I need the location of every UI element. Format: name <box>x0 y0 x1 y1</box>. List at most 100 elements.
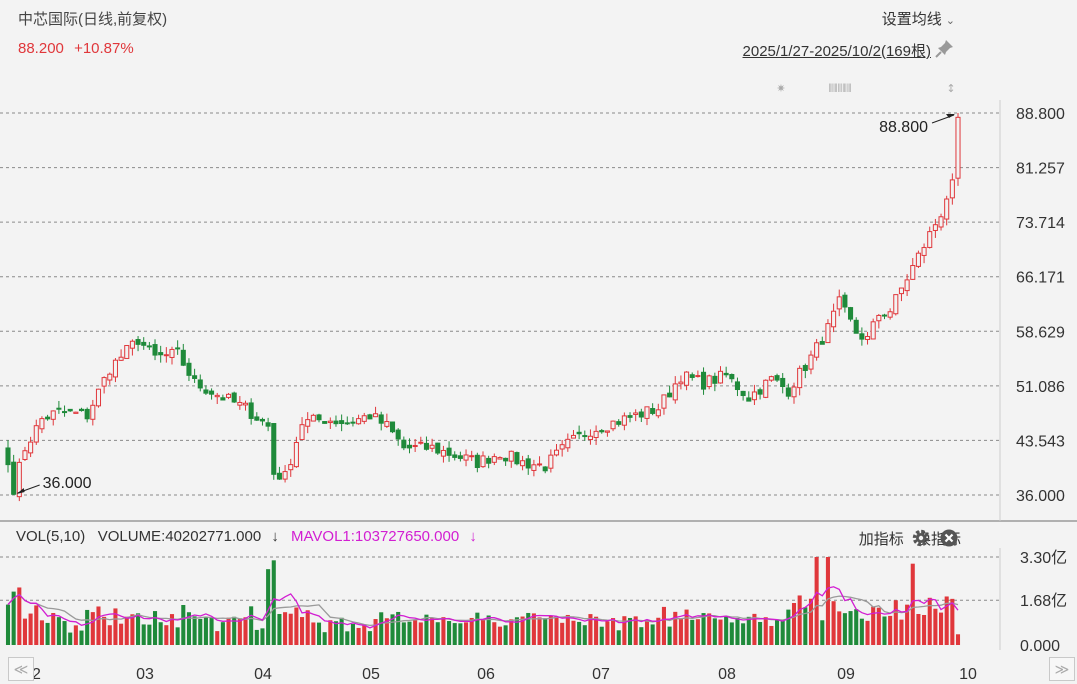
volume-bar <box>384 618 389 645</box>
volume-bar <box>707 613 712 645</box>
volume-bar <box>582 625 587 645</box>
volume-bar <box>203 617 208 645</box>
scroll-right-icon[interactable]: ≫ <box>1049 657 1075 681</box>
time-tick-label: 03 <box>136 666 154 683</box>
volume-bar <box>249 606 254 645</box>
candle <box>197 374 203 392</box>
volume-bar <box>51 613 56 645</box>
ma-settings-label: 设置均线 <box>881 11 942 28</box>
volume-bar <box>808 598 814 645</box>
candle <box>474 452 480 473</box>
candle <box>553 444 560 457</box>
candle <box>124 345 130 359</box>
volume-bar <box>803 607 808 645</box>
volume-bar <box>905 604 910 645</box>
candle <box>938 213 944 231</box>
volume-bar <box>577 621 582 645</box>
volume-bar <box>441 617 446 645</box>
volume-bar <box>882 616 887 645</box>
candle <box>701 367 707 395</box>
svg-text:⫴⫴⫴⫴⫴: ⫴⫴⫴⫴⫴ <box>828 82 851 95</box>
volume-bar <box>136 613 141 645</box>
volume-bar <box>492 622 497 645</box>
candle <box>593 425 599 445</box>
candle <box>898 287 904 302</box>
volume-bar <box>367 631 372 645</box>
volume-bar <box>922 614 927 645</box>
candle <box>763 379 769 399</box>
candle <box>463 449 469 467</box>
candle <box>525 454 531 475</box>
candle <box>384 413 390 429</box>
add-indicator-button[interactable]: 加指标 <box>858 531 904 548</box>
volume-bar <box>565 614 570 645</box>
candle <box>45 414 51 421</box>
candle <box>429 438 435 453</box>
close-icon[interactable] <box>939 528 959 548</box>
volume-ma-lines <box>7 586 959 629</box>
scroll-left-icon[interactable]: ≪ <box>8 657 34 681</box>
volume-bar <box>209 617 214 645</box>
volume-bar <box>741 623 746 645</box>
volume-bar <box>260 628 265 645</box>
volume-bar <box>96 606 101 645</box>
candle <box>712 372 718 392</box>
volume-bar <box>198 618 203 645</box>
volume-bar <box>90 612 95 645</box>
volume-bar <box>181 605 186 645</box>
candle <box>412 438 418 452</box>
candle <box>5 440 11 473</box>
volume-bar <box>752 613 757 645</box>
candle <box>667 385 673 398</box>
candle <box>780 373 786 394</box>
volume-bar <box>786 609 791 645</box>
vol-label: VOL(5,10) <box>16 528 86 545</box>
volume-bar <box>729 622 734 645</box>
volume-bar <box>475 612 480 645</box>
candle <box>395 428 401 446</box>
candle <box>480 451 486 468</box>
candle <box>452 451 458 461</box>
candle <box>802 363 808 379</box>
candle <box>797 365 803 396</box>
volume-bar <box>758 621 763 645</box>
date-range-link[interactable]: 2025/1/27-2025/10/2(169根) <box>742 43 931 60</box>
volume-series <box>5 557 961 645</box>
last-price: 88.200 <box>18 40 64 57</box>
candle <box>180 343 186 367</box>
volume-bar <box>933 608 938 645</box>
volume-bar <box>701 613 706 645</box>
volume-bar <box>424 614 429 645</box>
candle <box>497 456 503 460</box>
high-label: 88.800 <box>879 119 928 136</box>
volume-bar <box>927 597 932 645</box>
candle <box>192 368 198 383</box>
candle <box>435 442 441 455</box>
volume-bar <box>955 634 961 645</box>
ma-settings-button[interactable]: 设置均线 ⌄ <box>882 8 955 29</box>
candle <box>599 428 605 434</box>
volume-bar <box>232 616 237 645</box>
volume-bar <box>45 622 50 645</box>
candle <box>39 416 45 434</box>
volume-bar <box>288 613 293 645</box>
volume-bar <box>300 617 305 645</box>
candle <box>327 417 333 429</box>
candle <box>587 429 593 445</box>
gear-icon[interactable] <box>911 528 931 548</box>
volume-bar <box>124 616 129 645</box>
volume-bar <box>34 605 39 645</box>
volume-tick-label: 1.68亿 <box>1020 592 1067 610</box>
candle <box>729 373 735 383</box>
candle <box>576 425 582 440</box>
volume-bar <box>480 620 486 645</box>
volume-bar <box>633 616 638 645</box>
candle <box>440 445 446 463</box>
candle <box>678 375 684 390</box>
pin-icon[interactable] <box>935 38 955 58</box>
candle <box>881 313 888 320</box>
volume-bar <box>837 611 842 645</box>
candle <box>84 407 90 423</box>
volume-bar <box>831 601 836 645</box>
